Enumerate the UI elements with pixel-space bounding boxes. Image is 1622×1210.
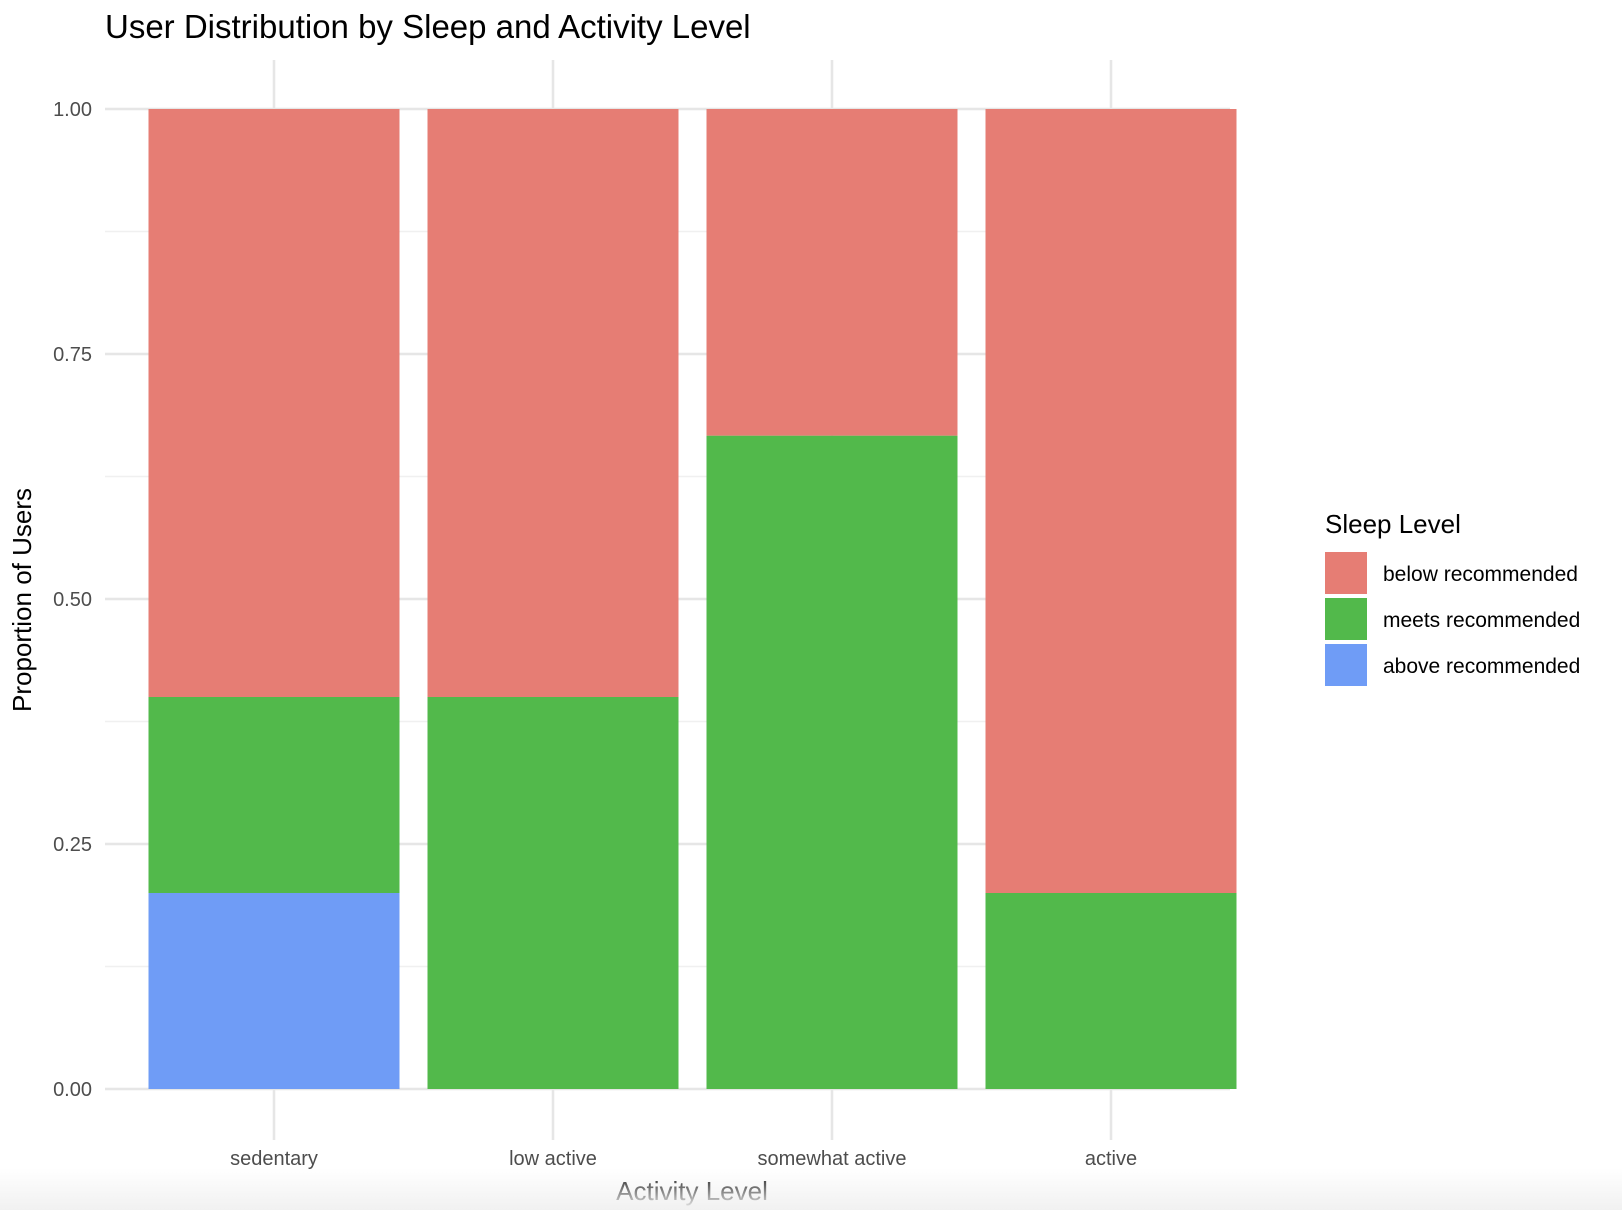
x-axis-title: Activity Level [616, 1176, 768, 1206]
x-tick-label: somewhat active [758, 1148, 907, 1170]
legend-label: above recommended [1383, 655, 1580, 678]
y-tick-label: 0.25 [53, 834, 92, 856]
x-tick-label: active [1085, 1148, 1137, 1170]
x-tick-label: low active [509, 1148, 597, 1170]
bar-segment-below-recommended [427, 109, 679, 697]
y-tick-label: 0.50 [53, 589, 92, 611]
y-tick-label: 1.00 [53, 99, 92, 121]
legend-label: meets recommended [1383, 609, 1580, 632]
bar-segment-meets-recommended [427, 697, 679, 1089]
y-tick-label: 0.00 [53, 1079, 92, 1101]
bar-segment-below-recommended [706, 109, 958, 436]
y-tick-label: 0.75 [53, 344, 92, 366]
legend-title: Sleep Level [1325, 509, 1461, 539]
bar-segment-above-recommended [148, 893, 400, 1089]
x-tick-label: sedentary [230, 1148, 318, 1170]
bar-segment-meets-recommended [706, 435, 958, 1089]
chart-title: User Distribution by Sleep and Activity … [105, 8, 751, 45]
bar-segment-meets-recommended [985, 893, 1237, 1089]
legend-swatch-meets-recommended [1325, 598, 1367, 640]
bar-segment-below-recommended [148, 109, 400, 697]
legend-swatch-below-recommended [1325, 552, 1367, 594]
legend-label: below recommended [1383, 563, 1578, 586]
bar-segment-meets-recommended [148, 697, 400, 893]
legend-swatch-above-recommended [1325, 644, 1367, 686]
bar-segment-below-recommended [985, 109, 1237, 893]
y-axis-title: Proportion of Users [7, 488, 37, 712]
